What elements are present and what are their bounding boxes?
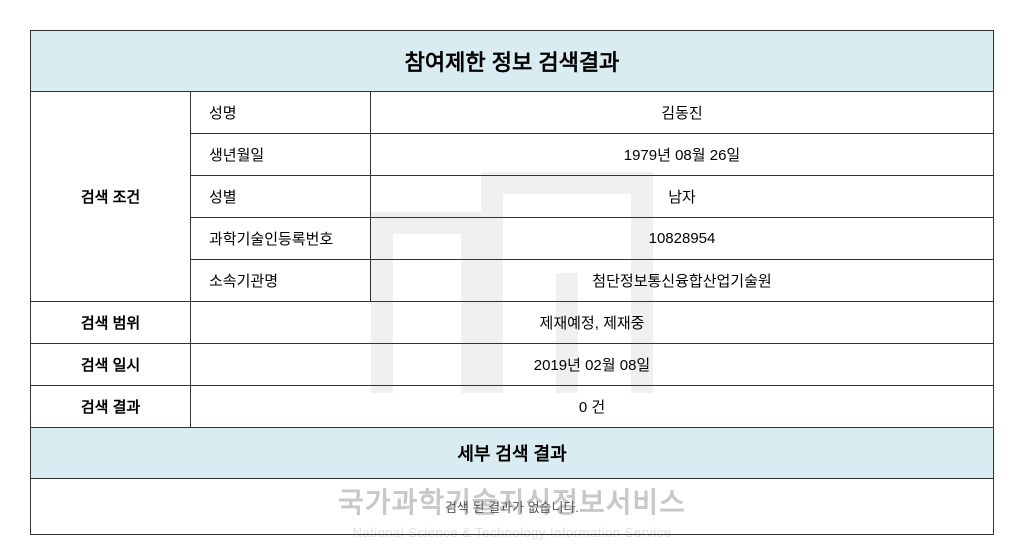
cond-name-value: 김동진 bbox=[371, 92, 994, 134]
cond-birth-value: 1979년 08월 26일 bbox=[371, 134, 994, 176]
cond-regno-value: 10828954 bbox=[371, 218, 994, 260]
search-result-label: 검색 결과 bbox=[31, 386, 191, 428]
cond-birth-label: 생년월일 bbox=[191, 134, 371, 176]
cond-name-label: 성명 bbox=[191, 92, 371, 134]
cond-org-label: 소속기관명 bbox=[191, 260, 371, 302]
search-result-value: 0 건 bbox=[191, 386, 994, 428]
search-date-label: 검색 일시 bbox=[31, 344, 191, 386]
cond-regno-label: 과학기술인등록번호 bbox=[191, 218, 371, 260]
cond-gender-label: 성별 bbox=[191, 176, 371, 218]
result-table: 참여제한 정보 검색결과 검색 조건 성명 김동진 생년월일 1979년 08월… bbox=[30, 30, 994, 535]
cond-org-value: 첨단정보통신융합산업기술원 bbox=[371, 260, 994, 302]
cond-gender-value: 남자 bbox=[371, 176, 994, 218]
search-scope-label: 검색 범위 bbox=[31, 302, 191, 344]
no-result-message: 검색 된 결과가 없습니다. bbox=[31, 479, 994, 535]
search-date-value: 2019년 02월 08일 bbox=[191, 344, 994, 386]
search-conditions-label: 검색 조건 bbox=[31, 92, 191, 302]
detail-header: 세부 검색 결과 bbox=[31, 428, 994, 479]
search-scope-value: 제재예정, 제재중 bbox=[191, 302, 994, 344]
page-title: 참여제한 정보 검색결과 bbox=[31, 31, 994, 92]
